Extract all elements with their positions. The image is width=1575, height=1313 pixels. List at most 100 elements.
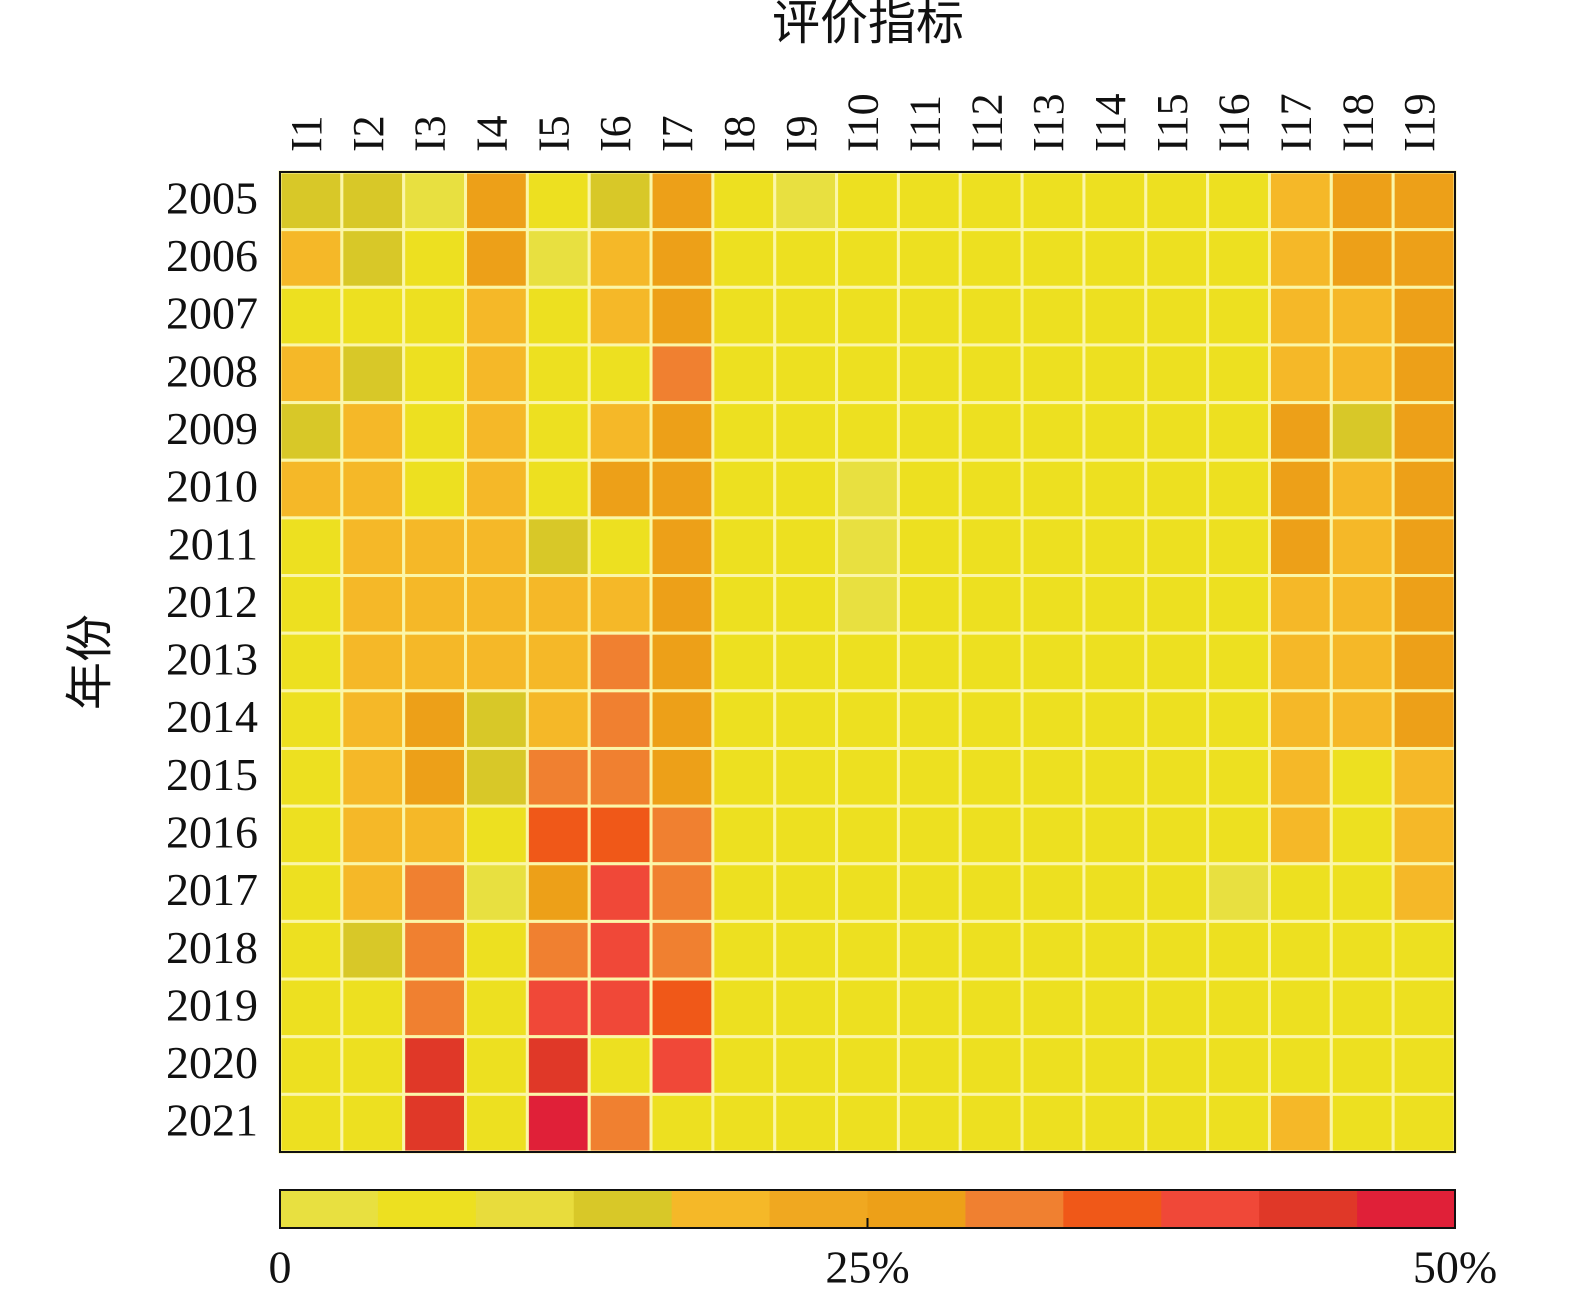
heatmap-cell [278, 862, 344, 923]
heatmap-cell [1206, 343, 1271, 405]
heatmap-cell [1206, 285, 1271, 347]
heatmap-cell [958, 1035, 1024, 1096]
heatmap-cell [1082, 285, 1148, 347]
heatmap-cell [587, 343, 653, 405]
heatmap-cell [649, 343, 715, 405]
heatmap-cell [525, 804, 591, 866]
heatmap-cell [587, 631, 653, 693]
x-tick-label: I11 [900, 95, 949, 152]
heatmap-cell [278, 285, 344, 347]
y-tick-label: 2017 [166, 864, 258, 915]
heatmap-cell [340, 401, 406, 462]
heatmap-cell [1206, 689, 1271, 750]
heatmap-cell [587, 804, 653, 866]
heatmap-cell [1267, 977, 1333, 1039]
heatmap-cell [464, 285, 529, 347]
heatmap-cell [1144, 977, 1210, 1039]
heatmap-cell [1144, 401, 1210, 462]
heatmap-cell [1144, 919, 1210, 981]
heatmap-cell [649, 285, 715, 347]
heatmap-cell [1082, 804, 1148, 866]
heatmap-cell [835, 458, 900, 520]
heatmap-cell [896, 228, 962, 289]
heatmap-cell [340, 343, 406, 405]
heatmap-cell [340, 919, 406, 981]
heatmap-cell [1329, 804, 1395, 866]
heatmap-cell [1267, 516, 1333, 578]
heatmap-cell [711, 1092, 777, 1154]
colorbar-segment [965, 1190, 1064, 1228]
heatmap-cell [464, 170, 529, 232]
heatmap-cell [587, 285, 653, 347]
y-tick-label: 2015 [166, 749, 258, 800]
x-tick-label: I5 [529, 115, 578, 152]
heatmap-cell [711, 516, 777, 578]
heatmap-cell [1329, 228, 1395, 289]
heatmap-cell [464, 343, 529, 405]
heatmap-cell [835, 574, 900, 635]
heatmap-cell [278, 631, 344, 693]
heatmap-cell [773, 401, 839, 462]
heatmap-cell [278, 1092, 344, 1154]
heatmap-cell [773, 862, 839, 923]
heatmap-cell [1267, 574, 1333, 635]
heatmap-cell [1391, 574, 1457, 635]
colorbar-segment [867, 1190, 966, 1228]
heatmap-cell [1329, 516, 1395, 578]
heatmap-cell [340, 170, 406, 232]
heatmap-cell [587, 401, 653, 462]
heatmap-cell [835, 689, 900, 750]
heatmap-cell [835, 401, 900, 462]
colorbar-segment [1161, 1190, 1260, 1228]
heatmap-cell [1206, 919, 1271, 981]
heatmap-cell [1329, 170, 1395, 232]
y-tick-label: 2021 [166, 1095, 258, 1146]
heatmap-cell [340, 458, 406, 520]
x-tick-label: I17 [1271, 93, 1320, 152]
y-tick-label: 2020 [166, 1037, 258, 1088]
heatmap-cell [649, 977, 715, 1039]
heatmap-cell [587, 689, 653, 750]
heatmap-cell [1020, 689, 1086, 750]
heatmap-cell [1082, 1035, 1148, 1096]
heatmap-cell [835, 746, 900, 808]
heatmap-cell [773, 804, 839, 866]
heatmap-cell [711, 401, 777, 462]
y-tick-label: 2010 [166, 461, 258, 512]
heatmap-cell [340, 689, 406, 750]
heatmap-cell [649, 1092, 715, 1154]
heatmap-cell [711, 977, 777, 1039]
heatmap-cell [1391, 401, 1457, 462]
heatmap-cell [1329, 631, 1395, 693]
heatmap-cell [1206, 1092, 1271, 1154]
heatmap-cell [896, 631, 962, 693]
heatmap-cell [1267, 862, 1333, 923]
heatmap-cell [711, 228, 777, 289]
heatmap-cell [1391, 689, 1457, 750]
heatmap-cell [711, 919, 777, 981]
heatmap-cell [1144, 862, 1210, 923]
heatmap-cell [1144, 170, 1210, 232]
heatmap-cell [340, 1092, 406, 1154]
heatmap-cell [1391, 1035, 1457, 1096]
heatmap-cell [1082, 919, 1148, 981]
heatmap-cell [402, 977, 468, 1039]
colorbar-tick-label: 0 [269, 1242, 292, 1293]
heatmap-cell [958, 804, 1024, 866]
heatmap-cell [340, 1035, 406, 1096]
heatmap-cell [1267, 1035, 1333, 1096]
heatmap-cell [711, 631, 777, 693]
heatmap-cell [402, 689, 468, 750]
heatmap-cell [711, 804, 777, 866]
heatmap-cell [1020, 170, 1086, 232]
heatmap-cell [1082, 977, 1148, 1039]
heatmap-cell [835, 804, 900, 866]
heatmap-cell [525, 401, 591, 462]
colorbar-tick-label: 50% [1413, 1242, 1497, 1293]
heatmap-cell [340, 285, 406, 347]
y-tick-label: 2009 [166, 403, 258, 454]
heatmap-cell [587, 977, 653, 1039]
heatmap-cell [1329, 574, 1395, 635]
heatmap-cell [402, 170, 468, 232]
heatmap-cell [1391, 919, 1457, 981]
